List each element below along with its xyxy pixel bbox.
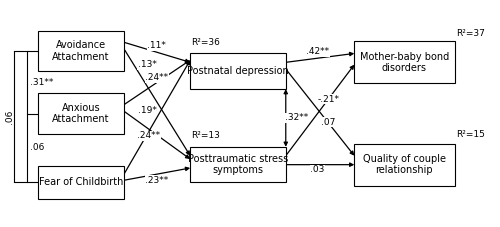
Text: R²=37: R²=37 (456, 29, 484, 38)
Text: Quality of couple
relationship: Quality of couple relationship (363, 154, 446, 175)
FancyBboxPatch shape (190, 53, 286, 89)
FancyBboxPatch shape (190, 147, 286, 183)
Text: Postnatal depression: Postnatal depression (187, 66, 288, 76)
Text: -.21*: -.21* (318, 94, 340, 104)
FancyBboxPatch shape (354, 143, 454, 186)
Text: Avoidance
Attachment: Avoidance Attachment (52, 40, 110, 62)
Text: .03: .03 (310, 165, 325, 174)
Text: Posttraumatic stress
symptoms: Posttraumatic stress symptoms (188, 154, 288, 175)
Text: .06: .06 (30, 143, 45, 153)
Text: Mother-baby bond
disorders: Mother-baby bond disorders (360, 52, 449, 73)
Text: .13*: .13* (138, 60, 156, 69)
Text: R²=13: R²=13 (191, 131, 220, 140)
Text: .07: .07 (321, 118, 336, 127)
FancyBboxPatch shape (38, 94, 124, 133)
Text: .32**: .32** (285, 114, 308, 122)
Text: R²=36: R²=36 (191, 38, 220, 47)
Text: .31**: .31** (30, 78, 54, 87)
Text: .42**: .42** (306, 47, 329, 56)
FancyBboxPatch shape (354, 41, 454, 84)
Text: Anxious
Attachment: Anxious Attachment (52, 103, 110, 124)
Text: .06: .06 (6, 110, 15, 124)
Text: R²=15: R²=15 (456, 130, 484, 139)
Text: .19*: .19* (138, 106, 156, 115)
FancyBboxPatch shape (38, 166, 124, 199)
Text: .24**: .24** (146, 73, 169, 82)
Text: .11*: .11* (148, 41, 167, 50)
FancyBboxPatch shape (38, 31, 124, 71)
Text: Fear of Childbirth: Fear of Childbirth (39, 178, 123, 188)
Text: .23**: .23** (146, 176, 169, 185)
Text: .24**: .24** (137, 131, 160, 140)
